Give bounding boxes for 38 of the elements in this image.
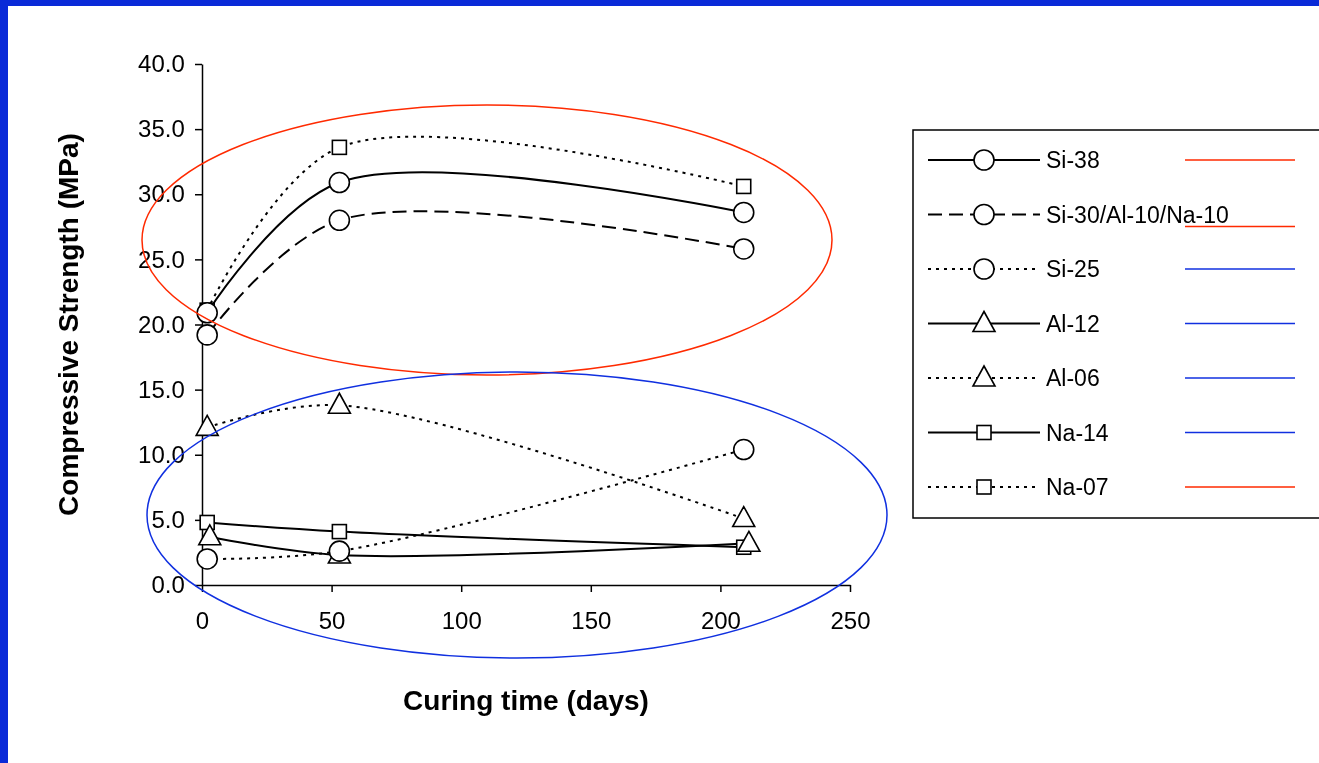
point [328, 171, 351, 194]
x-tick-label: 150 [571, 606, 612, 634]
point [331, 523, 348, 540]
legend-label: Si-25 [1046, 256, 1100, 282]
legend-label: Si-30/Al-10/Na-10 [1046, 201, 1229, 228]
legend-label: Al-06 [1046, 365, 1100, 391]
point [735, 178, 752, 195]
point [327, 392, 352, 415]
point [331, 139, 348, 156]
y-tick-label: 5.0 [151, 506, 185, 534]
point [328, 209, 351, 232]
point [196, 301, 218, 324]
x-tick-label: 100 [441, 606, 482, 634]
point [731, 505, 756, 528]
legend-label: Na-14 [1046, 419, 1109, 446]
point [732, 438, 755, 461]
point [732, 238, 755, 260]
x-tick-label: 200 [700, 606, 741, 634]
x-tick-label: 50 [318, 606, 346, 634]
y-tick-label: 35.0 [138, 115, 185, 143]
point [195, 414, 219, 437]
point [737, 530, 761, 553]
x-tick-label: 250 [830, 606, 871, 634]
point [196, 548, 218, 570]
y-axis-title: Compressive Strength (MPa) [53, 133, 84, 516]
y-tick-label: 20.0 [138, 310, 185, 338]
x-axis-title: Curing time (days) [403, 685, 649, 716]
point [196, 324, 218, 346]
point [197, 524, 222, 546]
y-tick-label: 10.0 [138, 440, 185, 468]
legend-label: Al-12 [1046, 310, 1100, 337]
x-tick-label: 0 [195, 606, 210, 634]
legend-label: Si-38 [1046, 147, 1100, 173]
y-tick-label: 40.0 [138, 50, 185, 78]
legend-label: Na-07 [1046, 474, 1109, 500]
y-tick-label: 15.0 [138, 375, 185, 403]
point [732, 201, 755, 224]
y-tick-label: 0.0 [151, 571, 185, 599]
